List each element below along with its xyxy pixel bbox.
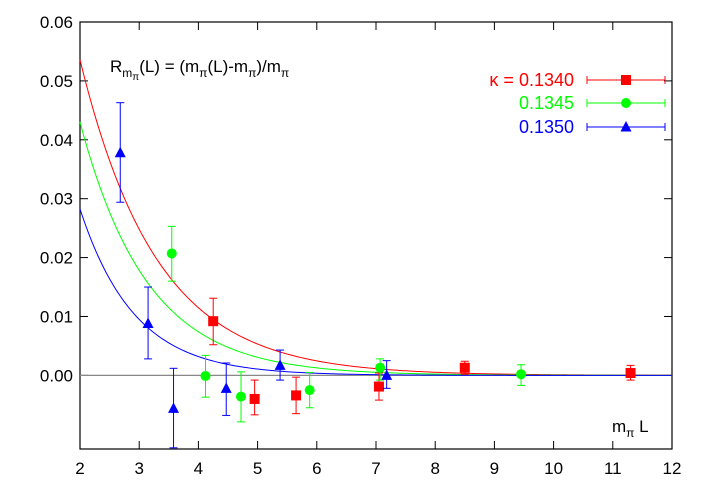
point-marker (625, 368, 636, 379)
x-axis-ticks: 2 3 4 5 6 7 8 9 10 11 12 (75, 22, 681, 478)
y-tick-label: 0.05 (40, 72, 73, 91)
data-point-s2-4 (274, 349, 286, 381)
legend-label-0: κ = 0.1340 (489, 70, 574, 90)
legend-marker-0 (621, 75, 631, 85)
x-tick-label: 8 (430, 459, 439, 478)
data-point-s1-1 (200, 354, 211, 398)
x-tick-label: 12 (663, 459, 682, 478)
point-marker (200, 370, 211, 381)
data-point-s0-0 (208, 297, 219, 346)
formula-annotation: Rmπ(L) = (mπ(L)-mπ)/mπ (110, 57, 289, 83)
data-point-s2-3 (220, 362, 232, 416)
x-tick-label: 7 (371, 459, 380, 478)
point-marker (114, 146, 126, 158)
fit-curve-1 (79, 121, 672, 376)
y-tick-label: 0.01 (40, 307, 73, 326)
fit-curve-2 (79, 208, 672, 376)
y-tick-label: 0.06 (40, 13, 73, 32)
data-point-s0-1 (249, 379, 260, 416)
data-point-s0-4 (459, 360, 470, 375)
y-tick-label: 0.02 (40, 249, 73, 268)
point-marker (516, 369, 527, 380)
x-axis-label: mπ L (612, 417, 649, 440)
data-point-s1-2 (236, 371, 247, 423)
point-marker (375, 362, 386, 373)
point-marker (274, 359, 286, 370)
x-tick-label: 6 (312, 459, 321, 478)
x-tick-label: 11 (604, 459, 622, 478)
data-point-s2-2 (168, 367, 180, 449)
point-marker (142, 317, 154, 329)
data-point-s1-5 (516, 364, 527, 386)
point-marker (220, 382, 232, 393)
y-tick-label: 0.03 (40, 190, 73, 209)
point-marker (304, 385, 315, 396)
point-marker (291, 390, 302, 401)
legend-label-1: 0.1345 (519, 93, 574, 113)
fit-curves (79, 59, 673, 376)
data-point-s2-5 (381, 360, 393, 389)
x-tick-label: 4 (194, 459, 203, 478)
point-marker (249, 393, 260, 404)
point-marker (373, 381, 384, 392)
point-marker (236, 391, 247, 402)
data-points (114, 102, 636, 449)
y-axis-ticks: 0.06 0.05 0.04 0.03 0.02 0.01 0.00 (40, 13, 672, 385)
x-tick-label: 3 (134, 459, 143, 478)
data-point-s1-0 (166, 225, 177, 282)
point-marker (166, 248, 177, 259)
x-tick-label: 9 (490, 459, 499, 478)
y-tick-label: 0.00 (40, 366, 73, 385)
x-tick-label: 2 (75, 459, 84, 478)
point-marker (381, 369, 393, 380)
data-point-s2-0 (114, 102, 126, 203)
legend-label-2: 0.1350 (519, 117, 574, 137)
fit-curve-0 (79, 59, 673, 376)
data-point-s0-3 (373, 372, 384, 401)
data-point-s0-5 (625, 364, 636, 381)
x-tick-label: 5 (253, 459, 262, 478)
data-point-s2-1 (142, 286, 154, 360)
y-tick-label: 0.04 (40, 131, 73, 150)
legend: κ = 0.1340 0.1345 0.1350 (489, 70, 666, 137)
x-tick-label: 10 (544, 459, 563, 478)
point-marker (459, 362, 470, 373)
data-point-s1-4 (375, 358, 386, 381)
legend-marker-2 (620, 121, 632, 132)
point-marker (168, 402, 180, 413)
legend-marker-1 (621, 98, 631, 108)
point-marker (208, 316, 219, 327)
data-point-s0-2 (291, 376, 302, 415)
data-point-s1-3 (304, 371, 315, 409)
legend-markers (586, 75, 666, 132)
